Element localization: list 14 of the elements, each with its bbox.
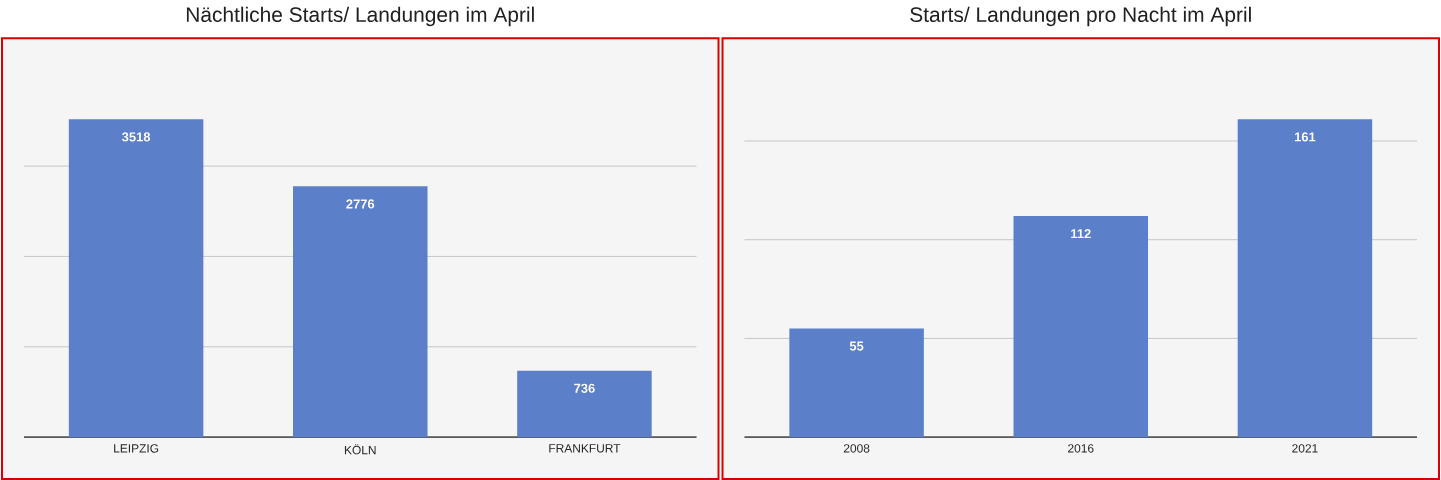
x-tick-label: FRANKFURT bbox=[549, 444, 621, 453]
data-label: 3518 bbox=[122, 132, 151, 142]
x-tick-label: 2016 bbox=[1068, 444, 1094, 453]
x-tick-label: KÖLN bbox=[344, 444, 376, 455]
data-label: 2776 bbox=[346, 199, 375, 209]
data-label: 55 bbox=[849, 341, 864, 351]
x-tick-label: 2008 bbox=[843, 444, 870, 453]
chart-title: Nächtliche Starts/ Landungen im April bbox=[186, 6, 534, 27]
data-label: 736 bbox=[574, 383, 595, 393]
data-label: 112 bbox=[1071, 229, 1091, 239]
chart-title: Starts/ Landungen pro Nacht im April bbox=[910, 6, 1251, 27]
x-tick-label: 2021 bbox=[1292, 444, 1318, 453]
data-label: 161 bbox=[1294, 132, 1316, 142]
x-tick-label: LEIPZIG bbox=[114, 444, 159, 453]
